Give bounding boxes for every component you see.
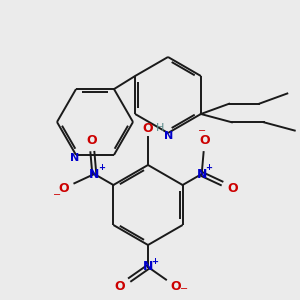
- Text: +: +: [98, 164, 105, 172]
- Text: +: +: [152, 256, 158, 266]
- Text: N: N: [70, 153, 80, 163]
- Text: O: O: [227, 182, 238, 195]
- Text: −: −: [198, 126, 206, 136]
- Text: N: N: [143, 260, 153, 274]
- Text: O: O: [199, 134, 210, 147]
- Text: N: N: [164, 131, 174, 141]
- Text: O: O: [170, 280, 181, 293]
- Text: N: N: [196, 167, 207, 181]
- Text: −: −: [181, 284, 189, 294]
- Text: H: H: [156, 123, 164, 133]
- Text: O: O: [115, 280, 125, 293]
- Text: +: +: [205, 164, 212, 172]
- Text: O: O: [58, 182, 69, 195]
- Text: O: O: [86, 134, 97, 147]
- Text: O: O: [143, 122, 153, 136]
- Text: −: −: [53, 190, 61, 200]
- Text: N: N: [89, 167, 100, 181]
